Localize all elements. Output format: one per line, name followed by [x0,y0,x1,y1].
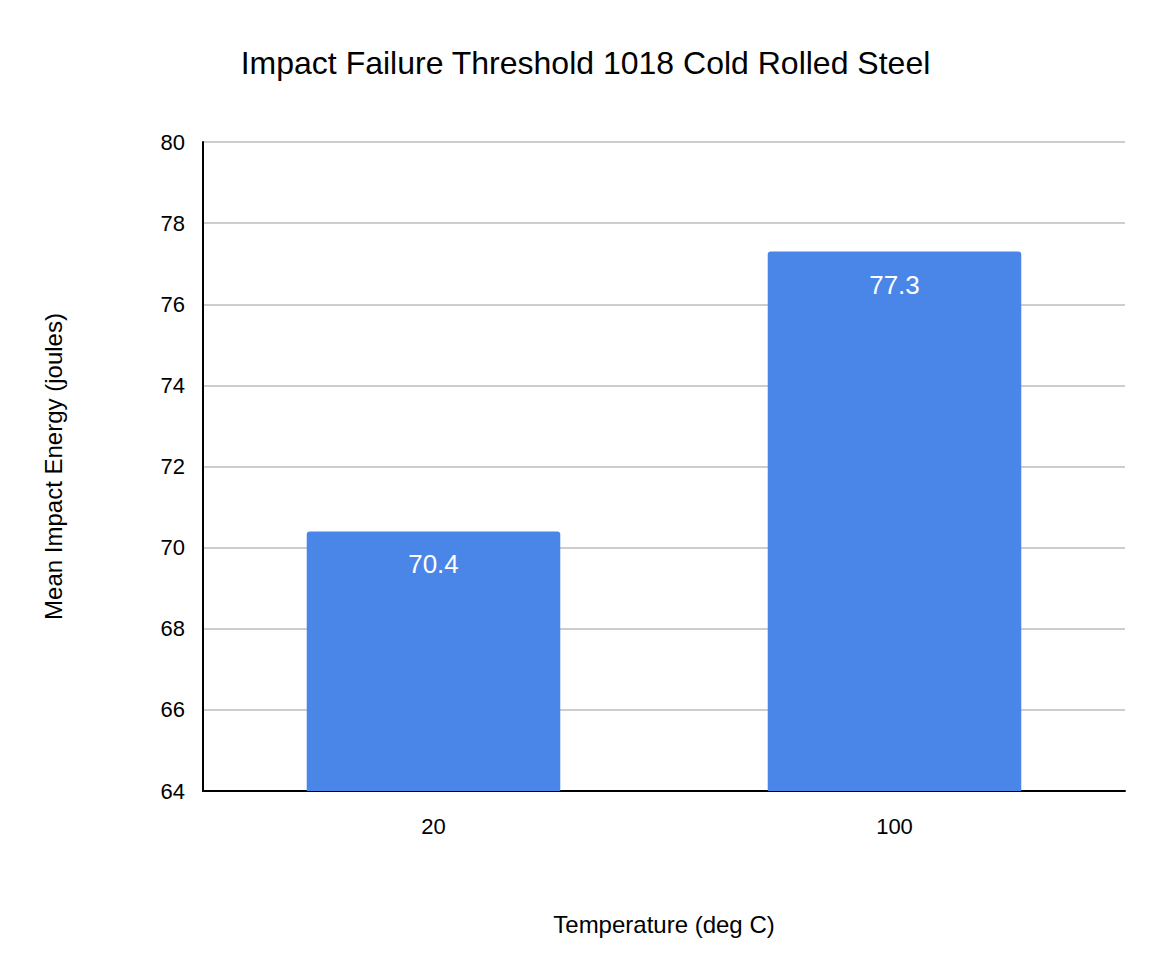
svg-text:77.3: 77.3 [869,270,920,300]
svg-text:64: 64 [161,779,185,804]
svg-text:20: 20 [421,814,445,839]
svg-text:Temperature (deg C): Temperature (deg C) [553,911,774,938]
svg-text:74: 74 [161,373,185,398]
svg-text:66: 66 [161,697,185,722]
svg-text:68: 68 [161,616,185,641]
svg-text:Mean Impact Energy (joules): Mean Impact Energy (joules) [40,313,67,620]
svg-text:70.4: 70.4 [408,549,459,579]
svg-text:72: 72 [161,454,185,479]
svg-text:Impact Failure Threshold 1018: Impact Failure Threshold 1018 Cold Rolle… [241,45,931,81]
svg-text:80: 80 [161,130,185,155]
svg-text:76: 76 [161,292,185,317]
svg-text:70: 70 [161,535,185,560]
svg-text:78: 78 [161,211,185,236]
svg-text:100: 100 [876,814,913,839]
